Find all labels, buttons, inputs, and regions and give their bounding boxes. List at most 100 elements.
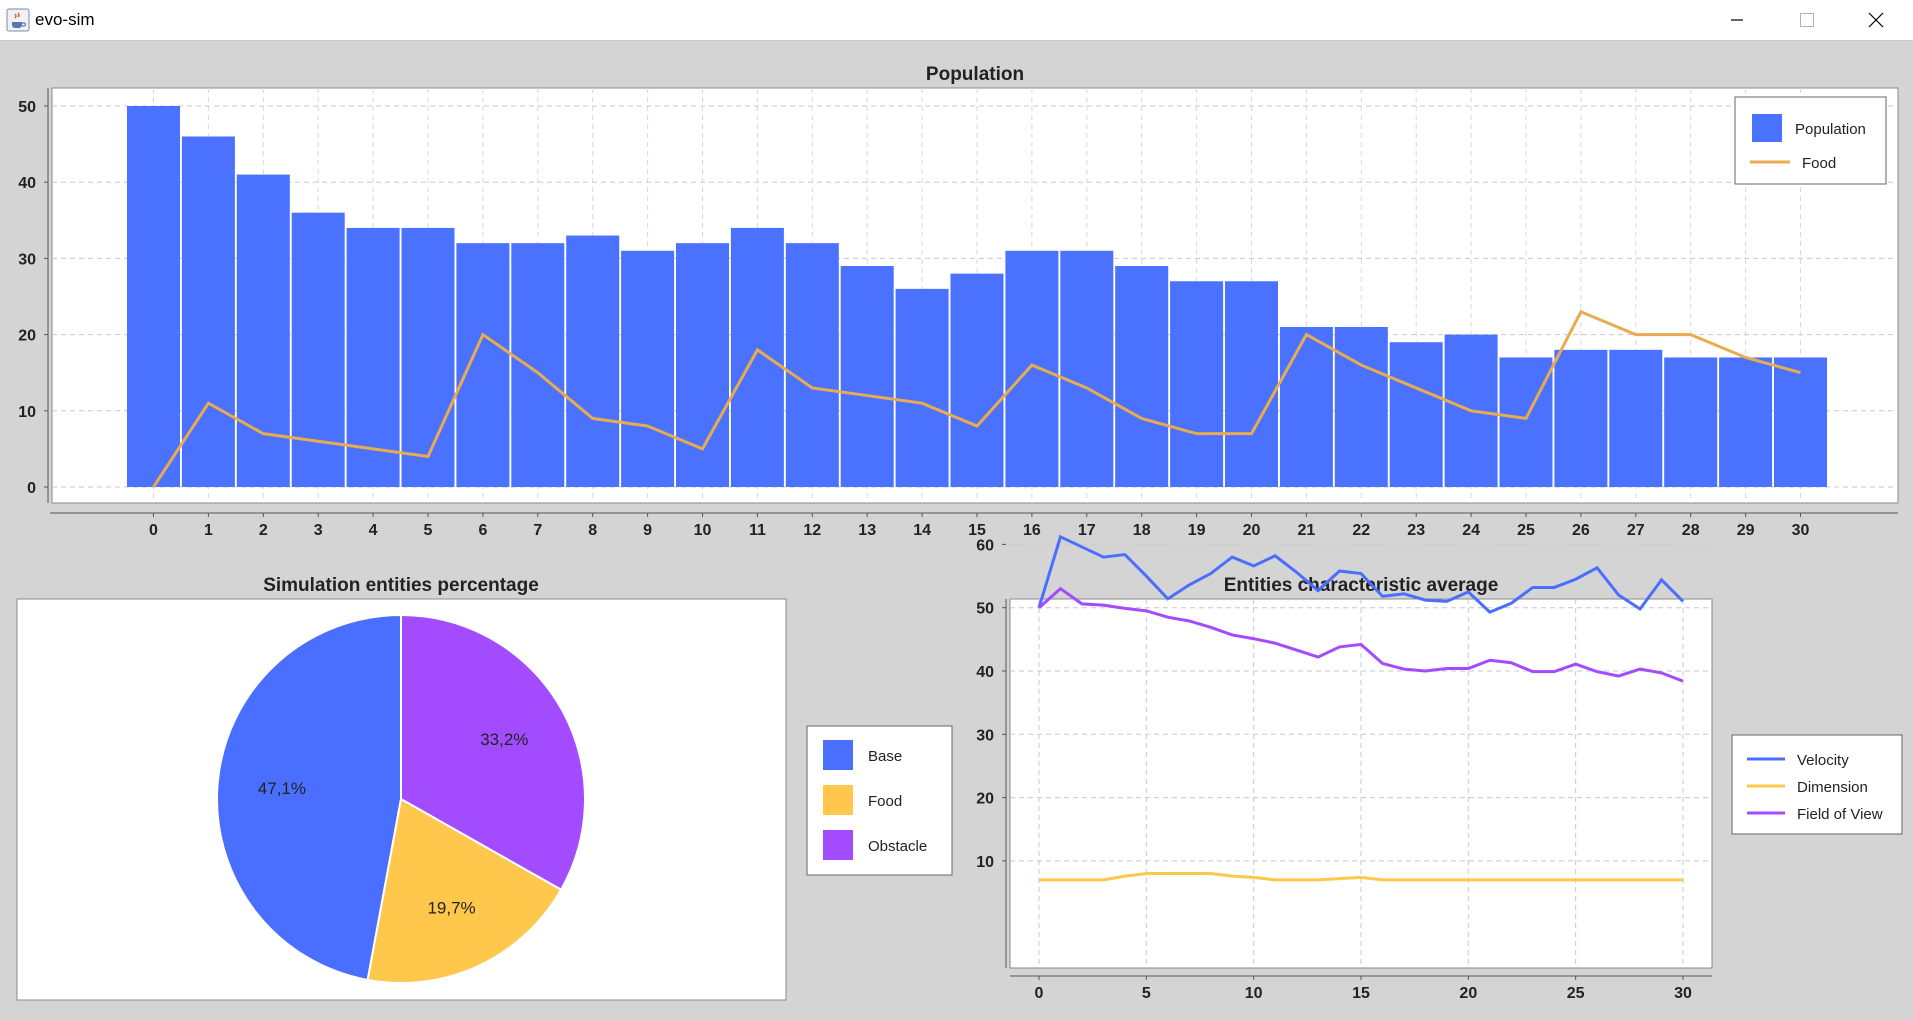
legend-label-base: Base [868,748,902,765]
bar [401,227,455,488]
x-tick-label: 25 [1517,522,1535,539]
x-tick-label: 22 [1352,522,1370,539]
bar [566,235,620,487]
bar [1225,281,1278,487]
x-tick-label: 4 [369,522,378,539]
x-tick-label: 3 [314,522,323,539]
x-tick-label: 16 [1023,522,1041,539]
x-tick-label: 20 [1459,985,1477,1002]
pie-label: 33,2% [480,730,528,749]
minimize-icon [1731,19,1743,21]
x-tick-label: 0 [149,522,158,539]
legend-label-obstacle: Obstacle [868,838,927,855]
x-tick-label: 30 [1674,985,1692,1002]
bar [181,136,235,487]
x-tick-label: 13 [858,522,876,539]
pie-slice-food [366,797,563,984]
pie-label: 47,1% [258,779,306,798]
legend-label-velocity: Velocity [1797,752,1849,769]
x-tick-label: 10 [1245,985,1263,1002]
pie-slice-base [215,613,402,982]
bar [1389,342,1443,487]
x-tick-label: 29 [1737,522,1755,539]
x-tick-label: 23 [1407,522,1425,539]
legend-label-field-of-view: Field of View [1797,806,1883,823]
bar [1554,349,1608,487]
window-title: evo-sim [35,10,95,29]
bar [291,212,345,487]
line-chart-title: Entities characteristic average [1224,575,1499,596]
series-line-velocity [1037,534,1685,614]
x-tick-label: 17 [1078,522,1096,539]
x-tick-label: 27 [1627,522,1645,539]
bar [1499,357,1553,487]
legend-label-population: Population [1795,121,1866,138]
legend-swatch-base [823,740,853,770]
x-tick-label: 8 [588,522,597,539]
x-tick-label: 1 [204,522,213,539]
x-tick-label: 26 [1572,522,1590,539]
close-icon [1868,12,1884,28]
maximize-icon [1800,13,1814,27]
bar [127,106,180,487]
x-tick-label: 9 [643,522,652,539]
x-tick-label: 7 [533,522,542,539]
x-tick-label: 28 [1682,522,1700,539]
bar [621,250,675,487]
pie-slice-obstacle [400,613,586,892]
x-tick-label: 24 [1462,522,1480,539]
minimize-button[interactable] [1701,0,1771,40]
x-tick-label: 14 [913,522,931,539]
y-tick-label: 30 [976,727,994,744]
bar [785,243,839,487]
bar [1334,326,1388,487]
x-tick-label: 20 [1243,522,1261,539]
bar [1170,281,1224,487]
y-tick-label: 50 [976,601,994,618]
x-tick-label: 15 [968,522,986,539]
series-line-dimension [1039,872,1683,882]
x-tick-label: 21 [1298,522,1316,539]
y-tick-label: 30 [18,251,36,268]
y-tick-label: 40 [976,664,994,681]
legend-label-food: Food [1802,155,1836,172]
java-coffee-icon [6,8,30,32]
bar [1115,266,1169,487]
bar [346,227,400,488]
bar [1774,357,1827,487]
bar [1664,357,1718,487]
bar [950,273,1004,487]
x-tick-label: 30 [1792,522,1810,539]
maximize-button[interactable] [1771,0,1841,40]
x-tick-label: 5 [1142,985,1151,1002]
population-chart-title: Population [926,64,1024,85]
x-tick-label: 0 [1035,985,1044,1002]
series-line-field-of-view [1038,586,1684,683]
food-line [152,309,1801,488]
bar [1005,250,1059,487]
x-tick-label: 19 [1188,522,1206,539]
bar [1719,357,1773,487]
bar [895,288,949,487]
x-tick-label: 5 [424,522,433,539]
bar [840,266,894,487]
close-button[interactable] [1841,0,1911,40]
y-tick-label: 20 [976,791,994,808]
y-tick-label: 10 [976,854,994,871]
x-tick-label: 10 [694,522,712,539]
y-tick-label: 40 [18,175,36,192]
bar [236,174,290,487]
bar [730,227,784,488]
x-tick-label: 6 [478,522,487,539]
x-tick-label: 12 [803,522,821,539]
pie-chart-title: Simulation entities percentage [263,575,539,596]
x-tick-label: 18 [1133,522,1151,539]
legend-label-dimension: Dimension [1797,779,1868,796]
legend-swatch-food [823,785,853,815]
y-tick-label: 20 [18,328,36,345]
pie-label: 19,7% [427,898,475,917]
x-tick-label: 15 [1352,985,1370,1002]
x-tick-label: 2 [259,522,268,539]
y-tick-label: 60 [976,537,994,554]
